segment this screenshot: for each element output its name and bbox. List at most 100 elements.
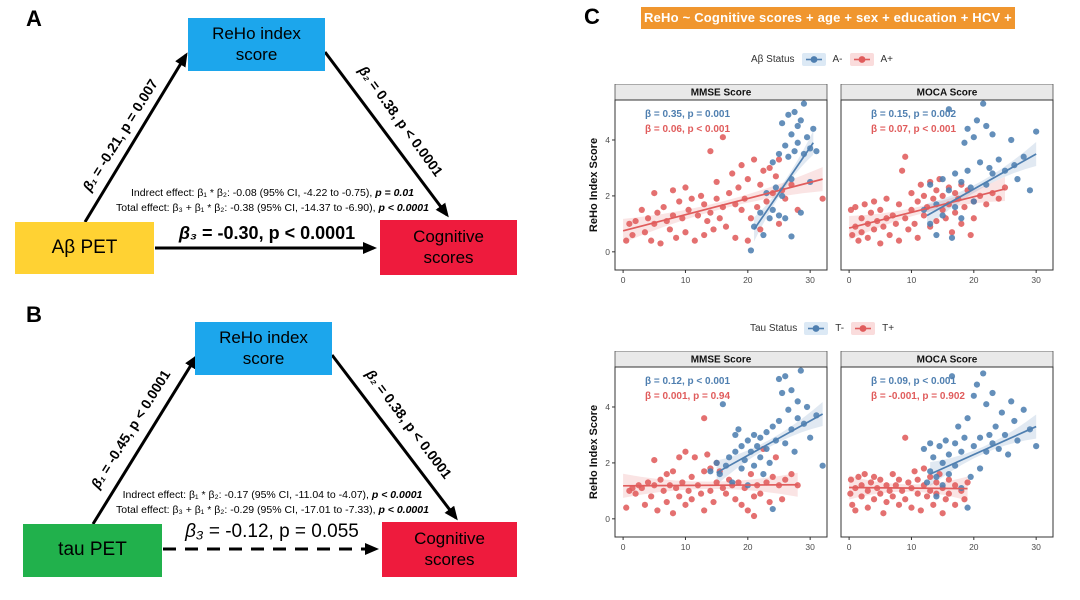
legend-dot-line-icon <box>855 324 872 332</box>
legend-label-positive: A+ <box>880 53 894 65</box>
x-tick-label: 20 <box>969 275 979 285</box>
legend-label-negative: T- <box>835 322 845 334</box>
trend-line-T- <box>716 413 824 474</box>
subplot-svg: MMSE Score 0 10 20 30 0 2 4 ReHo Index Score β = … <box>588 83 828 285</box>
annotation-pos: β = 0.07, p < 0.001 <box>871 124 956 135</box>
annotation-neg: β = 0.09, p < 0.001 <box>871 376 956 387</box>
trend-line-T+ <box>623 483 798 487</box>
path-a-arrow <box>83 52 188 223</box>
annotation-neg: β = 0.12, p < 0.001 <box>645 376 730 387</box>
legend-title: Tau Status <box>749 322 798 334</box>
panel-c-label: C <box>584 4 600 29</box>
annotation-neg: β = 0.35, p = 0.001 <box>645 109 730 120</box>
legend-key-negative-icon <box>804 321 829 335</box>
annotation-neg: β = 0.15, p = 0.002 <box>871 109 956 120</box>
trend-line-T- <box>929 425 1037 475</box>
points-T+ <box>847 434 971 517</box>
x-tick-label: 30 <box>1031 275 1041 285</box>
x-tick-label: 10 <box>681 542 691 552</box>
plot-frame <box>840 366 1054 538</box>
points-A+ <box>623 134 826 247</box>
y-axis-title: ReHo Index Score <box>589 138 600 232</box>
annotation-pos: β = 0.001, p = 0.94 <box>645 391 730 402</box>
plot-content <box>623 367 826 520</box>
predictor-box-b: tau PET <box>23 524 162 577</box>
panel-a-label: A <box>26 6 42 31</box>
indirect-effect-a: Indrect effect: β₁ * β₂: -0.08 (95% CI, … <box>130 187 415 199</box>
points-A- <box>920 100 1040 241</box>
scatter-mmse-tau: MMSE Score 0 10 20 30 0 2 4 ReHo Index Score β = … <box>588 350 829 557</box>
effects-text-b: Indrect effect: β₁ * β₂: -0.17 (95% CI, … <box>75 488 470 518</box>
x-tick-label: 0 <box>847 275 852 285</box>
legend-dot-line-icon <box>808 324 825 332</box>
trend-line-A- <box>926 153 1037 217</box>
plot-frame <box>840 99 1054 271</box>
points-T- <box>920 370 1040 511</box>
legend-key-negative-icon <box>801 52 826 66</box>
legend-dot-line-icon <box>853 55 870 63</box>
x-tick-label: 20 <box>743 542 753 552</box>
mediator-box-b-label: ReHo index score <box>219 328 308 368</box>
plot-content <box>847 100 1040 247</box>
plot-content <box>847 370 1040 517</box>
path-b-arrow <box>323 51 449 218</box>
mediator-box-a: ReHo index score <box>188 18 325 71</box>
legend-abeta-status: Aβ Status A- A+ <box>589 51 1055 67</box>
legend-tau-status: Tau Status T- T+ <box>589 320 1055 336</box>
outcome-box-b: Cognitive scores <box>382 522 517 577</box>
plot-content <box>622 100 826 254</box>
x-tick-label: 10 <box>681 275 691 285</box>
total-effect-b: Total effect: β₃ + β₁ * β₂: -0.29 (95% C… <box>116 504 429 516</box>
legend-key-positive-icon <box>851 321 876 335</box>
y-tick-label: 2 <box>605 191 610 201</box>
x-tick-label: 10 <box>907 542 917 552</box>
points-A- <box>747 100 820 254</box>
facet-title: MOCA Score <box>917 88 978 99</box>
model-formula-banner: ReHo ~ Cognitive scores + age + sex + ed… <box>641 7 1015 47</box>
scatter-moca-tau: MOCA Score 0 10 20 30 β = 0.09, p < 0.001 β = … <box>815 350 1055 557</box>
subplot-svg: MMSE Score 0 10 20 30 0 2 4 ReHo Index Score β = … <box>588 350 828 552</box>
trend-line-T+ <box>849 486 968 490</box>
facet-title: MMSE Score <box>691 88 752 99</box>
x-tick-label: 30 <box>805 275 815 285</box>
predictor-box-a-label: Aβ PET <box>51 236 118 258</box>
facet-title: MOCA Score <box>917 355 978 366</box>
panel-b-arrows <box>91 354 458 555</box>
trend-line-A+ <box>622 178 823 232</box>
trend-line-A- <box>753 142 814 230</box>
indirect-effect-b: Indrect effect: β₁ * β₂: -0.17 (95% CI, … <box>122 489 423 501</box>
subplot-svg: MOCA Score 0 10 20 30 β = 0.09, p < 0.001 β = … <box>840 350 1054 552</box>
panel-b-label: B <box>26 302 42 327</box>
legend-title: Aβ Status <box>750 53 795 65</box>
x-tick-label: 20 <box>743 275 753 285</box>
effects-text-a: Indrect effect: β₁ * β₂: -0.08 (95% CI, … <box>75 186 470 216</box>
outcome-box-a: Cognitive scores <box>380 220 517 275</box>
x-tick-label: 0 <box>621 542 626 552</box>
outcome-box-b-label: Cognitive scores <box>414 529 485 569</box>
path-c-label-a: β₃ = -0.30, p < 0.0001 <box>178 223 356 243</box>
legend-key-positive-icon <box>849 52 874 66</box>
points-T- <box>707 367 826 513</box>
y-axis-title: ReHo Index Score <box>589 405 600 499</box>
path-a-arrow <box>91 354 198 525</box>
y-tick-label: 0 <box>605 514 610 524</box>
annotation-pos: β = 0.06, p < 0.001 <box>645 124 730 135</box>
scatter-mmse-abeta: MMSE Score 0 10 20 30 0 2 4 ReHo Index Score β = … <box>588 83 829 290</box>
mediator-box-b: ReHo index score <box>195 322 332 375</box>
y-tick-label: 4 <box>605 402 610 412</box>
outcome-box-a-label: Cognitive scores <box>413 227 484 267</box>
x-tick-label: 10 <box>907 275 917 285</box>
annotation-pos: β = -0.001, p = 0.902 <box>871 391 965 402</box>
x-tick-label: 30 <box>805 542 815 552</box>
facet-title: MMSE Score <box>691 355 752 366</box>
panel-a-arrows <box>83 51 449 254</box>
y-tick-label: 2 <box>605 458 610 468</box>
legend-dot-line-icon <box>805 55 822 63</box>
path-c-label-b: β₃ = -0.12, p = 0.055 <box>185 521 359 542</box>
points-T+ <box>623 415 801 520</box>
x-tick-label: 0 <box>847 542 852 552</box>
legend-label-negative: A- <box>832 53 843 65</box>
legend-label-positive: T+ <box>882 322 895 334</box>
total-effect-a: Total effect: β₃ + β₁ * β₂: -0.38 (95% C… <box>116 202 429 214</box>
